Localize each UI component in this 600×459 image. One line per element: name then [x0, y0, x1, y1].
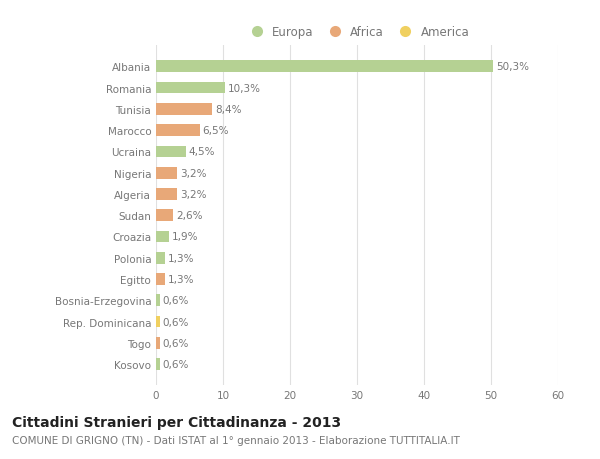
- Text: Cittadini Stranieri per Cittadinanza - 2013: Cittadini Stranieri per Cittadinanza - 2…: [12, 415, 341, 429]
- Text: 10,3%: 10,3%: [227, 84, 260, 93]
- Text: 0,6%: 0,6%: [163, 338, 189, 348]
- Text: 3,2%: 3,2%: [180, 168, 206, 178]
- Text: 6,5%: 6,5%: [202, 126, 229, 136]
- Text: 1,3%: 1,3%: [167, 274, 194, 285]
- Text: 1,3%: 1,3%: [167, 253, 194, 263]
- Text: 4,5%: 4,5%: [189, 147, 215, 157]
- Text: 0,6%: 0,6%: [163, 317, 189, 327]
- Bar: [156, 168, 178, 179]
- Text: 1,9%: 1,9%: [172, 232, 198, 242]
- Bar: [156, 231, 169, 243]
- Bar: [156, 125, 200, 137]
- Text: 8,4%: 8,4%: [215, 105, 241, 115]
- Bar: [156, 274, 165, 285]
- Text: 50,3%: 50,3%: [496, 62, 529, 72]
- Text: 2,6%: 2,6%: [176, 211, 203, 221]
- Bar: [156, 104, 212, 116]
- Bar: [156, 189, 178, 200]
- Bar: [156, 337, 160, 349]
- Bar: [156, 316, 160, 328]
- Text: 0,6%: 0,6%: [163, 359, 189, 369]
- Legend: Europa, Africa, America: Europa, Africa, America: [240, 21, 474, 44]
- Text: COMUNE DI GRIGNO (TN) - Dati ISTAT al 1° gennaio 2013 - Elaborazione TUTTITALIA.: COMUNE DI GRIGNO (TN) - Dati ISTAT al 1°…: [12, 435, 460, 445]
- Bar: [156, 146, 186, 158]
- Bar: [156, 62, 493, 73]
- Bar: [156, 83, 225, 94]
- Bar: [156, 295, 160, 307]
- Text: 3,2%: 3,2%: [180, 190, 206, 200]
- Bar: [156, 252, 165, 264]
- Text: 0,6%: 0,6%: [163, 296, 189, 306]
- Bar: [156, 210, 173, 222]
- Bar: [156, 358, 160, 370]
